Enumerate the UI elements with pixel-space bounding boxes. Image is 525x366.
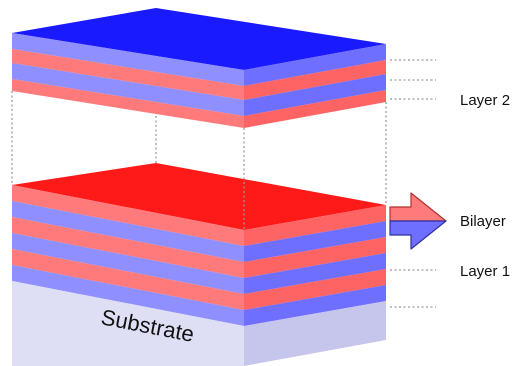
bilayer-arrow-upper-red	[389, 192, 447, 222]
bilayer-top-face	[12, 163, 386, 230]
bilayer-side-band-5	[244, 269, 386, 310]
bilayer-label: Bilayer	[460, 213, 506, 230]
layer1-label: Layer 1	[460, 263, 510, 280]
bilayer-arrow-lower-blue	[389, 220, 447, 250]
bilayer-arrow-icon	[389, 192, 447, 250]
layer2-side-band-1	[244, 44, 386, 86]
substrate-front-face	[12, 281, 244, 366]
bilayer-front-band-4	[12, 233, 244, 294]
layer2-label: Layer 2	[460, 92, 510, 109]
bilayer-front-band-2	[12, 201, 244, 262]
layer2-side-band-4	[244, 90, 386, 128]
bilayer-block	[12, 163, 386, 326]
bilayer-side-band-6	[244, 285, 386, 326]
bilayer-side-band-2	[244, 221, 386, 262]
bilayer-front-band-1	[12, 185, 244, 246]
bilayer-front-band-3	[12, 217, 244, 278]
bilayer-side-band-3	[244, 237, 386, 278]
bilayer-side-band-1	[244, 205, 386, 246]
dotted-guides	[11, 59, 436, 308]
layer2-front-band-2	[12, 49, 244, 100]
layer2-block	[12, 8, 386, 128]
substrate-side-face	[244, 301, 386, 366]
layer2-front-band-3	[12, 63, 244, 116]
bilayer-front-band-6	[12, 265, 244, 326]
layer2-side-band-3	[244, 74, 386, 116]
bilayer-side-band-4	[244, 253, 386, 294]
bilayer-front-band-5	[12, 249, 244, 310]
layer2-front-band-1	[12, 33, 244, 86]
layer2-side-band-2	[244, 60, 386, 100]
layer2-top-face	[12, 8, 386, 70]
layer2-front-band-4	[12, 79, 244, 128]
